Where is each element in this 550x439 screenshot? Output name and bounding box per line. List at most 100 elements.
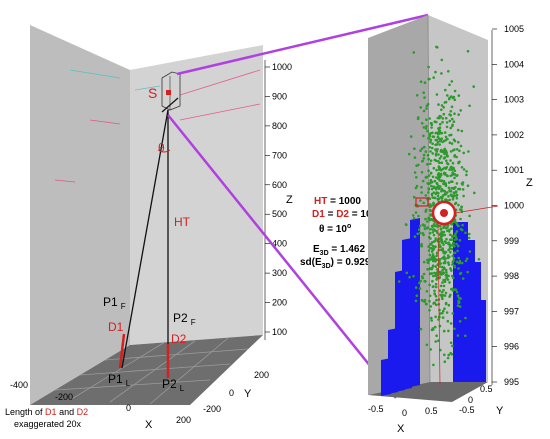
scatter-point xyxy=(436,194,440,198)
left-z-tick-4: 500 xyxy=(272,209,287,219)
scatter-point xyxy=(453,266,457,269)
scatter-point xyxy=(423,298,427,302)
left-y-tick-2: 200 xyxy=(254,370,269,380)
right-y-tick-2: 0.5 xyxy=(480,384,493,394)
scatter-point xyxy=(440,104,444,107)
scatter-point xyxy=(449,110,453,113)
scatter-point xyxy=(429,159,433,162)
scatter-point xyxy=(444,268,448,272)
left-z-tick-7: 800 xyxy=(272,121,287,131)
scatter-point xyxy=(443,131,447,134)
scatter-point xyxy=(404,223,408,226)
scatter-point xyxy=(434,257,437,261)
ht-param: HT = 1000 xyxy=(314,196,361,207)
scatter-point xyxy=(431,231,435,234)
scatter-point xyxy=(430,146,434,150)
scatter-point xyxy=(422,233,425,237)
scatter-point xyxy=(437,103,440,106)
scatter-point xyxy=(452,138,456,141)
exaggeration-note-line2: exaggerated 20x xyxy=(14,419,82,429)
scatter-point xyxy=(435,254,439,257)
scatter-point xyxy=(442,329,446,333)
scatter-point xyxy=(450,247,454,251)
scatter-point xyxy=(423,279,427,283)
scatter-point xyxy=(431,152,435,155)
scatter-point xyxy=(434,259,437,263)
left-y-axis-label: Y xyxy=(244,388,252,400)
scatter-point xyxy=(420,275,424,278)
scatter-point xyxy=(455,230,459,233)
scatter-point xyxy=(456,128,460,132)
scatter-point xyxy=(451,117,454,121)
scatter-point xyxy=(439,273,443,276)
scatter-point xyxy=(438,308,441,312)
scatter-point xyxy=(453,89,457,93)
scatter-point xyxy=(438,126,442,129)
right-z-tick-6: 1001 xyxy=(504,165,524,175)
scatter-point xyxy=(459,261,462,265)
scatter-point xyxy=(447,353,451,357)
left-z-tick-6: 700 xyxy=(272,150,287,160)
scatter-point xyxy=(457,301,460,304)
scatter-point xyxy=(427,65,430,69)
scatter-point xyxy=(440,179,443,183)
scatter-point xyxy=(425,107,428,110)
scatter-point xyxy=(457,203,460,207)
scatter-point xyxy=(421,179,425,183)
scatter-point xyxy=(451,235,454,239)
beam-p1 xyxy=(121,109,169,369)
scatter-point xyxy=(431,327,435,330)
scatter-point xyxy=(449,159,452,162)
scatter-point xyxy=(462,194,465,198)
scatter-point xyxy=(427,169,430,173)
scatter-point xyxy=(437,165,441,168)
scatter-point xyxy=(429,150,432,153)
right-x-tick-0: -0.5 xyxy=(368,404,384,414)
scatter-point xyxy=(461,181,465,184)
left-x-axis: -400 -200 0 200 X xyxy=(10,380,191,431)
p1-f-label: P1 F xyxy=(103,295,126,311)
scatter-point xyxy=(446,94,449,97)
scatter-point xyxy=(455,155,458,159)
scatter-point xyxy=(432,166,436,170)
right-z-tick-8: 1003 xyxy=(504,95,524,105)
scatter-point xyxy=(448,245,452,248)
scatter-point xyxy=(417,163,420,167)
scatter-point xyxy=(434,154,438,157)
scatter-point xyxy=(428,135,432,138)
d-param: D1 = D2 = 10 xyxy=(312,209,372,220)
scatter-point xyxy=(477,258,481,261)
scatter-point xyxy=(445,311,449,314)
scatter-point xyxy=(433,196,437,200)
scatter-point xyxy=(423,227,427,231)
scatter-point xyxy=(425,118,428,121)
scatter-point xyxy=(453,238,456,242)
scatter-point xyxy=(433,301,437,305)
scatter-point xyxy=(431,285,435,289)
scatter-point xyxy=(435,334,438,338)
left-wall-streaks xyxy=(54,69,261,183)
scatter-point xyxy=(456,244,460,248)
scatter-point xyxy=(432,233,436,237)
scatter-point xyxy=(434,192,438,196)
scatter-point xyxy=(435,298,438,302)
scatter-point xyxy=(443,156,447,159)
left-x-tick-1: -200 xyxy=(55,392,73,402)
scatter-point xyxy=(441,117,445,120)
scatter-point xyxy=(433,229,437,232)
scatter-point xyxy=(428,231,432,235)
scatter-point xyxy=(466,270,470,274)
scatter-point xyxy=(448,134,451,137)
scatter-point xyxy=(448,168,451,171)
scatter-point xyxy=(418,224,422,228)
left-z-tick-9: 1000 xyxy=(272,62,292,72)
scatter-point xyxy=(412,275,415,278)
scatter-point xyxy=(428,205,432,209)
right-y-tick-1: 0 xyxy=(468,395,473,405)
scatter-point xyxy=(428,283,431,287)
scatter-point xyxy=(451,263,454,266)
scatter-point xyxy=(428,197,432,201)
scatter-point xyxy=(456,174,459,177)
scatter-point xyxy=(424,217,427,221)
